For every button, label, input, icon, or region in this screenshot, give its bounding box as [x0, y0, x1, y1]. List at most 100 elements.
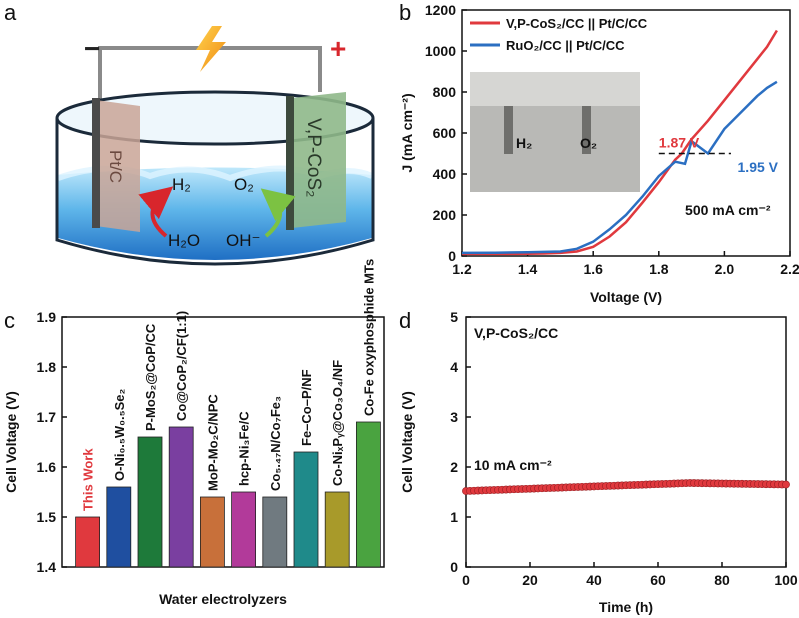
plot-frame — [465, 316, 787, 568]
x-axis-label: Voltage (V) — [590, 289, 662, 305]
y-tick-label: 2 — [450, 459, 458, 475]
y-tick-label: 800 — [433, 84, 457, 100]
inset-o2-label: O₂ — [580, 135, 597, 151]
x-tick-label: 1.6 — [583, 261, 603, 277]
y-tick-label: 1.4 — [37, 559, 57, 575]
y-tick-label: 1000 — [425, 43, 456, 59]
x-tick-label: 1.4 — [518, 261, 538, 277]
panel-label-d: d — [399, 308, 411, 333]
bar-label-10: Co-Fe oxyphosphide MTs — [361, 259, 376, 416]
y-tick-label: 1.6 — [37, 459, 57, 475]
anode-label: V,P-CoS₂ — [303, 118, 324, 198]
beaker-wall — [55, 118, 375, 266]
y-axis-label: Cell Voltage (V) — [399, 391, 415, 493]
y-axis-label: Cell Voltage (V) — [3, 391, 19, 493]
annotation-2: 1.95 V — [738, 159, 779, 175]
chart-c: 1.4 1.5 1.6 1.7 1.8 1.9 Cell Voltage (V) Water … — [3, 259, 385, 607]
y-tick-label: 1.7 — [37, 409, 57, 425]
h2-label: H₂ — [172, 175, 191, 194]
y-tick-label: 200 — [433, 207, 457, 223]
y-axis-label: J (mA cm⁻²) — [399, 93, 415, 172]
o2-label: O₂ — [234, 175, 254, 194]
y-tick-label: 1 — [450, 509, 458, 525]
bar-label-9: Co-NiₓPᵧ@Co₃O₄/NF — [330, 360, 345, 486]
x-tick-label: 80 — [714, 572, 730, 588]
bar-10 — [355, 421, 381, 568]
y-tick-label: 600 — [433, 125, 457, 141]
x-tick-label: 1.8 — [649, 261, 669, 277]
y-tick-label: 0 — [448, 248, 456, 264]
bar-label-4: Co@CoP₂/CF(1:1) — [174, 311, 189, 421]
x-tick-label: 40 — [586, 572, 602, 588]
y-tick-label: 3 — [450, 409, 458, 425]
bar-label-1: This Work — [81, 448, 96, 511]
bar-2 — [106, 486, 132, 568]
panel-c: c 1.4 1.5 1.6 1.7 1.8 1.9 Cell Voltage (V) Wate… — [3, 259, 385, 607]
panel-label-b: b — [399, 0, 411, 25]
inset-photo-electrode-right — [582, 106, 591, 154]
lightning-bolt-icon — [196, 26, 226, 72]
minus-sign: − — [84, 33, 100, 64]
bar-label-6: hcp-Ni₃Fe/C — [237, 411, 252, 486]
bar-label-2: O-Ni₀.₅W₀.₅Se₂ — [112, 389, 127, 481]
oh-label: OH⁻ — [226, 231, 260, 250]
bar-label-7: Co₅.₄₇N/Co₇Fe₃ — [268, 396, 283, 491]
plus-sign: + — [330, 33, 346, 64]
anode-electrode: V,P-CoS₂ — [286, 92, 346, 230]
series-line-2 — [461, 80, 778, 255]
y-tick-label: 1.5 — [37, 509, 57, 525]
y-tick-label: 5 — [450, 309, 458, 325]
y-tick-label: 4 — [450, 359, 458, 375]
bar-7 — [262, 496, 288, 568]
chart-b: H₂ O₂ 1.2 1.4 1.6 1.8 2.0 2.2 0 200 400 600 800 1000 1… — [399, 2, 799, 305]
bar-8 — [293, 451, 319, 568]
chart-d: 0 20 40 60 80 100 0 1 2 3 4 5 Time (h) Cell Voltage (… — [399, 309, 798, 615]
x-tick-label: 100 — [774, 572, 798, 588]
inset-photo-top — [470, 72, 640, 106]
cathode-label: Pt/C — [106, 150, 125, 183]
chart-title: V,P-CoS₂/CC — [474, 325, 558, 341]
inset-photo: H₂ O₂ — [470, 72, 640, 192]
inset-h2-label: H₂ — [516, 135, 532, 151]
x-tick-label: 0 — [462, 572, 470, 588]
x-tick-label: 2.0 — [715, 261, 735, 277]
annotation-3: 500 mA cm⁻² — [685, 202, 771, 218]
legend-label-2: RuO₂/CC || Pt/C/CC — [506, 38, 625, 53]
x-tick-label: 60 — [650, 572, 666, 588]
hydrogen-evolution-arrow — [138, 186, 174, 238]
legend-label-1: V,P-CoS₂/CC || Pt/C/CC — [506, 16, 648, 31]
x-tick-label: 2.2 — [780, 261, 799, 277]
x-axis-label: Time (h) — [599, 599, 653, 615]
panel-b: b H₂ O₂ 1.2 1.4 1.6 1.8 2.0 2.2 0 200 400 600 800 100… — [399, 0, 799, 305]
series-line-1 — [462, 29, 778, 256]
bar-5 — [199, 496, 225, 568]
x-tick-label: 1.2 — [452, 261, 472, 277]
cathode-electrode: Pt/C — [92, 98, 140, 232]
y-tick-label: 400 — [433, 166, 457, 182]
panel-label-c: c — [4, 308, 15, 333]
annotation-1: 1.87 V — [659, 134, 700, 150]
x-axis-label: Water electrolyzers — [159, 591, 287, 607]
bar-3 — [137, 436, 163, 568]
x-tick-label: 20 — [522, 572, 538, 588]
inset-photo-electrode-left — [504, 106, 513, 154]
panel-label-a: a — [4, 0, 17, 25]
h2o-label: H₂O — [168, 231, 200, 250]
current-density-annotation: 10 mA cm⁻² — [474, 457, 552, 473]
bar-label-8: Fe–Co–P/NF — [299, 369, 314, 446]
bar-label-5: MoP-Mo₂C/NPC — [205, 394, 220, 491]
y-tick-label: 1.9 — [37, 309, 57, 325]
bar-4 — [168, 426, 194, 568]
y-tick-label: 1200 — [425, 2, 456, 18]
oxygen-evolution-arrow — [260, 188, 296, 238]
panel-a: a − + Pt/C V,P-CoS₂ H₂ O₂ H₂O OH⁻ — [4, 0, 375, 266]
data-point — [782, 480, 790, 489]
bar-1 — [75, 516, 100, 568]
y-tick-label: 1.8 — [37, 359, 57, 375]
bar-9 — [324, 491, 350, 568]
panel-d: d 0 20 40 60 80 100 0 1 2 3 4 5 Time (h) Cell Voltage… — [399, 308, 798, 615]
bar-6 — [231, 491, 257, 568]
bar-label-3: P-MoS₂@CoP/CC — [143, 323, 158, 431]
y-tick-label: 0 — [450, 559, 458, 575]
